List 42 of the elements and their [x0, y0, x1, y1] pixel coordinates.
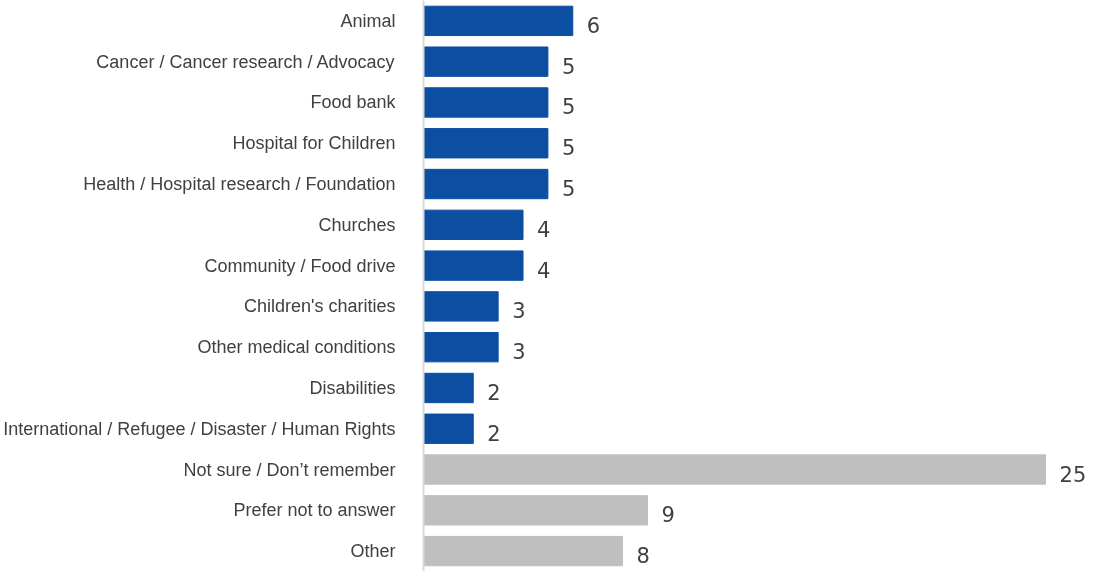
y-tick-label: Not sure / Don’t remember [183, 459, 396, 480]
bar [423, 454, 1047, 485]
data-label: 5 [561, 136, 576, 161]
y-tick-label: Community / Food drive [204, 255, 396, 276]
bar [423, 372, 474, 404]
bar [423, 250, 524, 281]
data-label: 4 [537, 217, 551, 242]
bar [423, 413, 474, 444]
bar [423, 87, 549, 118]
y-tick-label: Hospital for Children [232, 133, 396, 154]
data-label: 5 [561, 95, 576, 120]
y-tick-label: Other [350, 541, 396, 562]
bar [423, 535, 624, 567]
bar [423, 495, 648, 526]
y-tick-label: Prefer not to answer [233, 500, 396, 521]
bar [423, 291, 499, 322]
y-tick-label: Cancer / Cancer research / Advocacy [96, 51, 395, 72]
data-label: 2 [487, 380, 501, 405]
bar [423, 332, 499, 363]
y-tick-label: Churches [318, 214, 396, 235]
bar [423, 168, 549, 200]
bar [423, 46, 549, 77]
bar [423, 5, 574, 37]
y-tick-label: International / Refugee / Disaster / Human Rights [3, 418, 396, 439]
y-tick-label: Health / Hospital research / Foundation [83, 174, 396, 195]
bar [423, 209, 524, 240]
data-label: 4 [537, 258, 551, 283]
y-tick-label: Other medical conditions [197, 337, 396, 358]
data-label: 5 [561, 54, 576, 79]
data-label: 9 [661, 503, 675, 528]
data-label: 8 [636, 544, 650, 569]
data-label: 2 [487, 421, 501, 446]
y-tick-label: Food bank [310, 92, 397, 113]
y-tick-label: Disabilities [309, 377, 396, 398]
data-label: 5 [561, 177, 576, 202]
data-label: 3 [512, 299, 526, 324]
data-label: 3 [512, 340, 526, 365]
data-label: 6 [586, 13, 601, 38]
y-tick-label: Animal [340, 10, 396, 31]
bar [423, 128, 549, 159]
y-tick-label: Children's charities [244, 296, 396, 317]
data-label: 25 [1059, 462, 1087, 487]
